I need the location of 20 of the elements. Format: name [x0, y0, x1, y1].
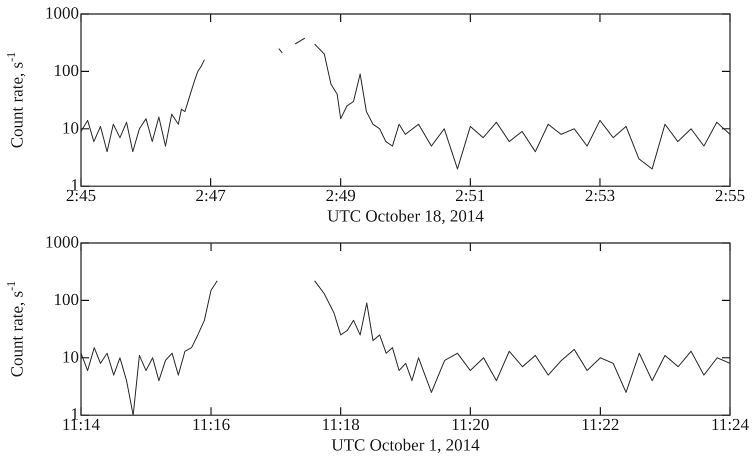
- y-tick-label: 100: [54, 290, 79, 309]
- x-tick-label: 2:53: [584, 186, 616, 205]
- x-tick-label: 11:18: [322, 414, 360, 434]
- x-axis-title: UTC October 1, 2014: [331, 435, 480, 454]
- y-tick-label: 1000: [45, 3, 79, 22]
- x-tick-label: 2:47: [196, 186, 226, 205]
- x-tick-label: 11:16: [192, 414, 230, 434]
- y-tick-label: 10: [62, 118, 79, 138]
- y-axis-title: Count rate, s-1: [4, 280, 26, 378]
- x-tick-label: 11:24: [710, 414, 750, 434]
- y-tick-label: 1000: [45, 232, 79, 252]
- x-tick-label: 11:20: [451, 414, 490, 434]
- y-tick-label: 10: [62, 347, 79, 366]
- x-tick-label: 11:22: [581, 414, 620, 434]
- y-axis-title: Count rate, s-1: [4, 52, 26, 148]
- x-tick-label: 2:51: [455, 186, 486, 205]
- x-axis-title: UTC October 18, 2014: [327, 206, 484, 226]
- x-tick-label: 2:49: [326, 186, 356, 205]
- x-tick-label: 2:55: [714, 186, 746, 205]
- y-tick-label: 100: [54, 60, 79, 80]
